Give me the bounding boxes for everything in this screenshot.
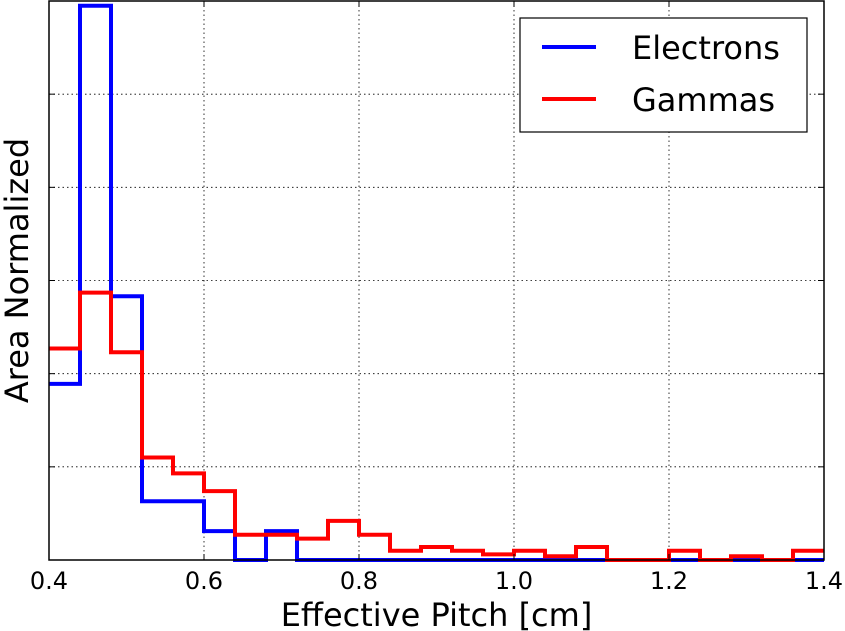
x-tick-label: 0.6 [185,567,223,595]
series-gammas [49,290,824,562]
x-tick-label: 0.4 [30,567,68,595]
legend-box [519,17,808,133]
legend-label-electrons: Electrons [632,29,780,67]
y-axis-label: Area Normalized [0,138,36,403]
x-tick-label: 0.8 [340,567,378,595]
x-tick-label: 1.4 [805,567,843,595]
grid [49,1,824,560]
x-tick-label: 1.2 [650,567,688,595]
legend: Electrons Gammas [519,17,808,133]
axis-ticks: 0.4 0.6 0.8 1.0 1.2 1.4 [30,1,843,595]
legend-label-gammas: Gammas [632,81,775,119]
x-tick-label: 1.0 [495,567,533,595]
x-axis-label: Effective Pitch [cm] [281,596,593,631]
